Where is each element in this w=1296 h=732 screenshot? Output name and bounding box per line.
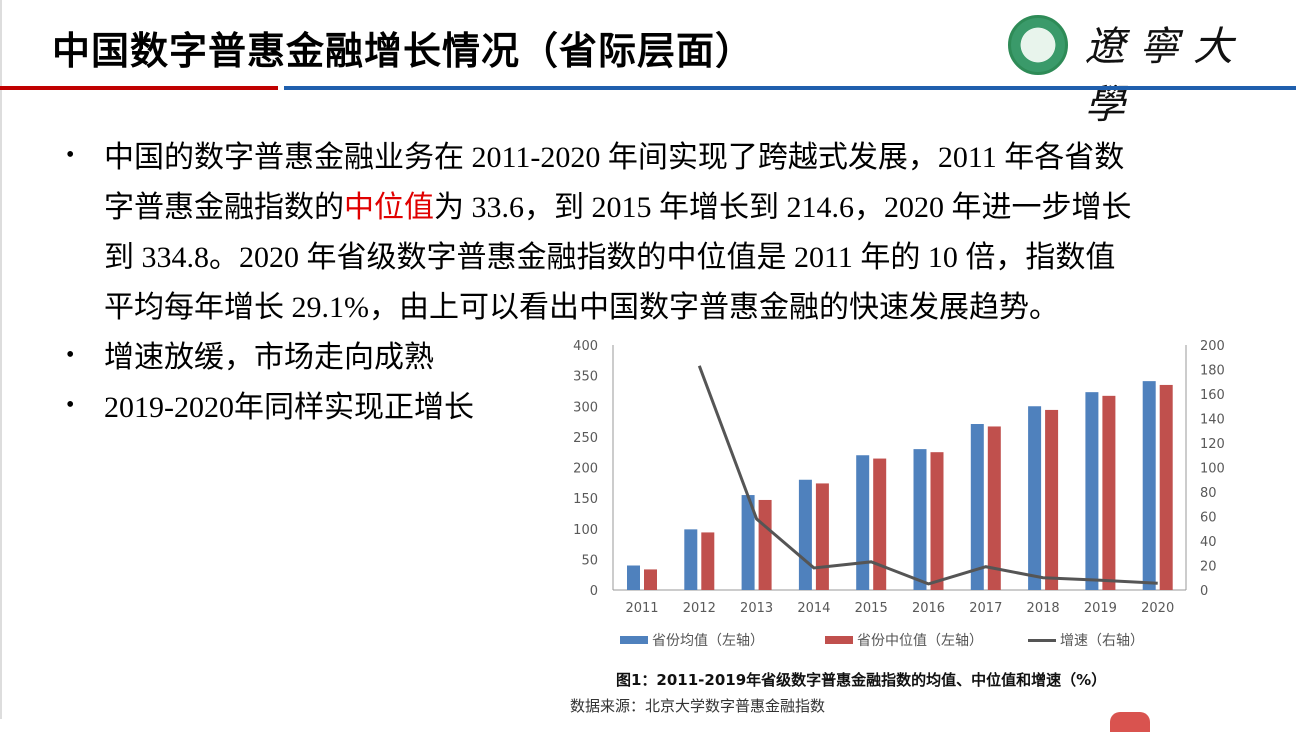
right-tick-label: 160 bbox=[1200, 388, 1225, 403]
text-span: 为 33.6，到 2015 年增长到 214.6，2020 年进一步增长 bbox=[434, 191, 1132, 224]
chart-source: 数据来源：北京大学数字普惠金融指数 bbox=[570, 695, 825, 716]
bar-median-2017 bbox=[988, 426, 1001, 590]
right-tick-label: 80 bbox=[1200, 486, 1217, 501]
partial-logo bbox=[1110, 712, 1150, 732]
x-tick-label: 2018 bbox=[1027, 601, 1060, 616]
left-tick-label: 300 bbox=[573, 400, 598, 415]
right-tick-label: 60 bbox=[1200, 511, 1217, 526]
chart-caption: 图1：2011-2019年省级数字普惠金融指数的均值、中位值和增速（%） bbox=[616, 669, 1106, 690]
x-tick-label: 2012 bbox=[683, 601, 716, 616]
bar-mean-2011 bbox=[627, 566, 640, 591]
bullet-text-line: 中国的数字普惠金融业务在 2011-2020 年间实现了跨越式发展，2011 年… bbox=[104, 138, 1124, 178]
legend-label-mean: 省份均值（左轴） bbox=[652, 630, 764, 650]
left-tick-label: 100 bbox=[573, 523, 598, 538]
text-span: 增速放缓，市场走向成熟 bbox=[104, 341, 434, 374]
left-tick-label: 0 bbox=[590, 584, 598, 599]
bar-mean-2012 bbox=[684, 529, 697, 590]
legend-label-median: 省份中位值（左轴） bbox=[857, 630, 983, 650]
text-span: 中国的数字普惠金融业务在 2011-2020 年间实现了跨越式发展，2011 年… bbox=[104, 141, 1124, 174]
legend-median: 省份中位值（左轴） bbox=[825, 630, 983, 650]
bullet-icon: • bbox=[66, 342, 74, 369]
x-tick-label: 2011 bbox=[625, 601, 658, 616]
text-span: 到 334.8。2020 年省级数字普惠金融指数的中位值是 2011 年的 10… bbox=[104, 241, 1115, 274]
legend-label-growth: 增速（右轴） bbox=[1060, 630, 1144, 650]
bullet-text-line: 2019-2020年同样实现正增长 bbox=[104, 388, 474, 428]
bullet-text-line: 字普惠金融指数的中位值为 33.6，到 2015 年增长到 214.6，2020… bbox=[104, 188, 1132, 228]
left-tick-label: 400 bbox=[573, 339, 598, 354]
right-tick-label: 200 bbox=[1200, 339, 1225, 354]
bar-mean-2020 bbox=[1143, 381, 1156, 590]
x-tick-label: 2019 bbox=[1084, 601, 1117, 616]
right-tick-label: 40 bbox=[1200, 535, 1217, 550]
right-tick-label: 140 bbox=[1200, 413, 1225, 428]
left-tick-label: 350 bbox=[573, 370, 598, 385]
left-tick-label: 250 bbox=[573, 431, 598, 446]
bullet-icon: • bbox=[66, 142, 74, 169]
left-tick-label: 50 bbox=[581, 553, 598, 568]
bullet-text-line: 到 334.8。2020 年省级数字普惠金融指数的中位值是 2011 年的 10… bbox=[104, 238, 1115, 278]
x-tick-label: 2016 bbox=[912, 601, 945, 616]
legend-swatch-median bbox=[825, 636, 853, 644]
bullet-text-line: 增速放缓，市场走向成熟 bbox=[104, 338, 434, 378]
x-tick-label: 2014 bbox=[797, 601, 830, 616]
bullet-icon: • bbox=[66, 392, 74, 419]
bar-median-2019 bbox=[1102, 396, 1115, 590]
legend-mean: 省份均值（左轴） bbox=[620, 630, 764, 650]
highlight-text: 中位值 bbox=[344, 191, 434, 224]
bar-median-2015 bbox=[873, 459, 886, 590]
x-tick-label: 2013 bbox=[740, 601, 773, 616]
bar-median-2020 bbox=[1160, 385, 1173, 590]
x-tick-label: 2017 bbox=[969, 601, 1002, 616]
bar-mean-2019 bbox=[1085, 392, 1098, 590]
right-tick-label: 100 bbox=[1200, 462, 1225, 477]
text-span: 字普惠金融指数的 bbox=[104, 191, 344, 224]
right-tick-label: 180 bbox=[1200, 364, 1225, 379]
bar-mean-2017 bbox=[971, 424, 984, 590]
legend-swatch-mean bbox=[620, 636, 648, 644]
legend-swatch-growth bbox=[1028, 639, 1056, 642]
bar-median-2011 bbox=[644, 569, 657, 590]
bar-median-2012 bbox=[701, 532, 714, 590]
x-tick-label: 2020 bbox=[1141, 601, 1174, 616]
x-tick-label: 2015 bbox=[855, 601, 888, 616]
bullet-text-line: 平均每年增长 29.1%，由上可以看出中国数字普惠金融的快速发展趋势。 bbox=[104, 288, 1059, 328]
bar-median-2016 bbox=[931, 452, 944, 590]
bar-median-2014 bbox=[816, 483, 829, 590]
left-tick-label: 150 bbox=[573, 492, 598, 507]
left-tick-label: 200 bbox=[573, 462, 598, 477]
legend-growth: 增速（右轴） bbox=[1028, 630, 1144, 650]
right-tick-label: 120 bbox=[1200, 437, 1225, 452]
bar-mean-2018 bbox=[1028, 406, 1041, 590]
text-span: 2019-2020年同样实现正增长 bbox=[104, 391, 474, 424]
text-span: 平均每年增长 29.1%，由上可以看出中国数字普惠金融的快速发展趋势。 bbox=[104, 291, 1059, 324]
bar-mean-2014 bbox=[799, 480, 812, 590]
bar-median-2018 bbox=[1045, 410, 1058, 590]
right-tick-label: 0 bbox=[1200, 584, 1208, 599]
bar-mean-2015 bbox=[856, 455, 869, 590]
bar-median-2013 bbox=[759, 500, 772, 590]
bar-mean-2016 bbox=[914, 449, 927, 590]
right-tick-label: 20 bbox=[1200, 560, 1217, 575]
